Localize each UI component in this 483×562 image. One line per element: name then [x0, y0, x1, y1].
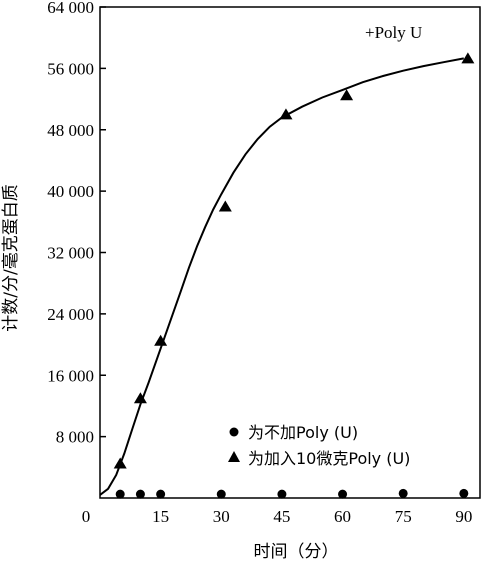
legend-triangle-marker: [228, 451, 240, 462]
triangle-data-point: [133, 392, 147, 404]
circle-data-point: [398, 488, 408, 498]
circle-data-point: [338, 489, 348, 499]
circle-data-point: [156, 489, 166, 499]
x-tick-label: 75: [395, 507, 412, 526]
circle-data-point: [216, 489, 226, 499]
legend-label-no-poly-u: 为不加Poly (U): [248, 423, 358, 442]
triangle-data-point: [154, 334, 168, 346]
x-tick-label: 45: [273, 507, 290, 526]
fit-curve: [99, 57, 464, 496]
x-tick-label: 15: [152, 507, 169, 526]
circle-data-point: [459, 488, 469, 498]
x-tick-label: 60: [334, 507, 351, 526]
triangle-data-point: [279, 108, 293, 120]
legend: 为不加Poly (U) 为加入10微克Poly (U): [228, 423, 410, 468]
y-tick-label: 8 000: [56, 428, 94, 447]
y-tick-label: 56 000: [47, 59, 94, 78]
triangle-data-point: [218, 200, 232, 212]
y-tick-label: 16 000: [47, 366, 94, 385]
circle-data-point: [115, 489, 125, 499]
triangle-data-point: [461, 52, 475, 64]
triangle-data-point: [113, 457, 127, 469]
y-axis-title: 计数/分/毫克蛋白质: [1, 184, 21, 331]
data-markers: [113, 52, 475, 499]
y-tick-label: 32 000: [47, 244, 94, 263]
y-axis-ticks: 8 000 16 000 24 000 32 000 40 000 48 000 56 00…: [47, 0, 106, 447]
poly-u-annotation: +Poly U: [365, 23, 422, 42]
x-tick-label: 90: [455, 507, 472, 526]
legend-label-with-poly-u: 为加入10微克Poly (U): [248, 449, 410, 468]
y-tick-label: 24 000: [47, 305, 94, 324]
x-axis-title: 时间（分）: [254, 542, 339, 562]
x-tick-label: 0: [82, 507, 91, 526]
x-tick-label: 30: [213, 507, 230, 526]
triangle-data-point: [340, 89, 354, 101]
y-tick-label: 40 000: [47, 182, 94, 201]
legend-circle-marker: [229, 427, 239, 437]
y-tick-label: 48 000: [47, 121, 94, 140]
y-tick-label: 64 000: [47, 0, 94, 17]
circle-data-point: [277, 489, 287, 499]
circle-data-point: [135, 489, 145, 499]
